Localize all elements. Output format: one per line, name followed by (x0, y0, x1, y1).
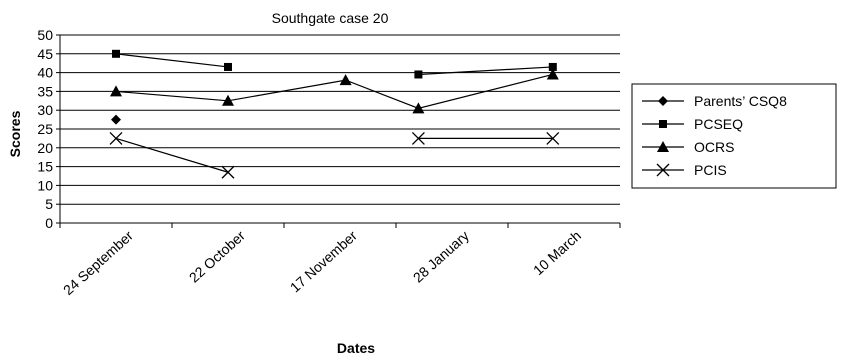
y-tick-label: 15 (37, 159, 53, 175)
y-tick-label: 20 (37, 140, 53, 156)
series-line-pcis (115, 137, 229, 173)
y-axis-label: Scores (7, 110, 23, 157)
legend-marker (658, 96, 668, 106)
y-tick-label: 40 (37, 65, 53, 81)
x-axis-label: Dates (337, 340, 375, 356)
legend-label: PCSEQ (694, 116, 743, 132)
data-point-ocrs (222, 94, 234, 106)
legend-item-ocrs: OCRS (642, 139, 734, 155)
x-marker-stroke (109, 131, 123, 145)
y-tick-label: 35 (37, 83, 53, 99)
series-line-pcseq (418, 66, 553, 76)
data-point-pcis (411, 131, 425, 145)
data-point-parents-csq8 (111, 114, 121, 125)
x-marker-stroke (221, 165, 235, 179)
x-marker-stroke (411, 131, 425, 145)
data-point-ocrs (546, 68, 559, 80)
x-tick-label: 24 September (60, 227, 136, 298)
series-line-pcseq (115, 53, 229, 68)
data-point-ocrs (412, 102, 425, 114)
legend-label: PCIS (694, 162, 727, 178)
legend: Parents’ CSQ8 PCSEQ OCRS PCIS (631, 83, 837, 189)
legend-marker (657, 141, 669, 152)
data-point-pcis (546, 131, 560, 145)
data-point-pcis (221, 165, 235, 179)
x-marker-stroke (546, 131, 560, 145)
x-tick-label: 22 October (186, 227, 248, 285)
legend-label: Parents’ CSQ8 (694, 93, 787, 109)
data-point-pcseq (112, 49, 120, 58)
x-tick-label: 10 March (530, 227, 584, 278)
legend-item-pcseq: PCSEQ (642, 116, 743, 132)
x-marker-stroke (656, 163, 670, 177)
data-point-ocrs (339, 74, 352, 86)
legend-item-parents-csq8: Parents’ CSQ8 (642, 93, 787, 109)
data-point-pcseq (548, 62, 557, 71)
data-point-ocrs (110, 85, 122, 97)
chart-title: Southgate case 20 (272, 10, 389, 26)
legend-marker (656, 163, 670, 177)
y-tick-label: 0 (45, 215, 53, 231)
y-tick-label: 10 (37, 177, 53, 193)
y-tick-label: 30 (37, 102, 53, 118)
data-point-pcseq (224, 62, 232, 71)
legend-marker (659, 120, 667, 128)
data-point-pcseq (414, 70, 423, 79)
legend-item-pcis: PCIS (642, 162, 727, 178)
y-tick-label: 25 (37, 121, 53, 137)
x-tick-label: 17 November (287, 227, 360, 295)
y-tick-label: 45 (37, 46, 53, 62)
data-point-pcis (109, 131, 123, 145)
x-tick-label: 28 January (410, 227, 472, 285)
legend-label: OCRS (694, 139, 734, 155)
y-tick-label: 50 (37, 27, 53, 43)
y-tick-label: 5 (45, 196, 53, 212)
